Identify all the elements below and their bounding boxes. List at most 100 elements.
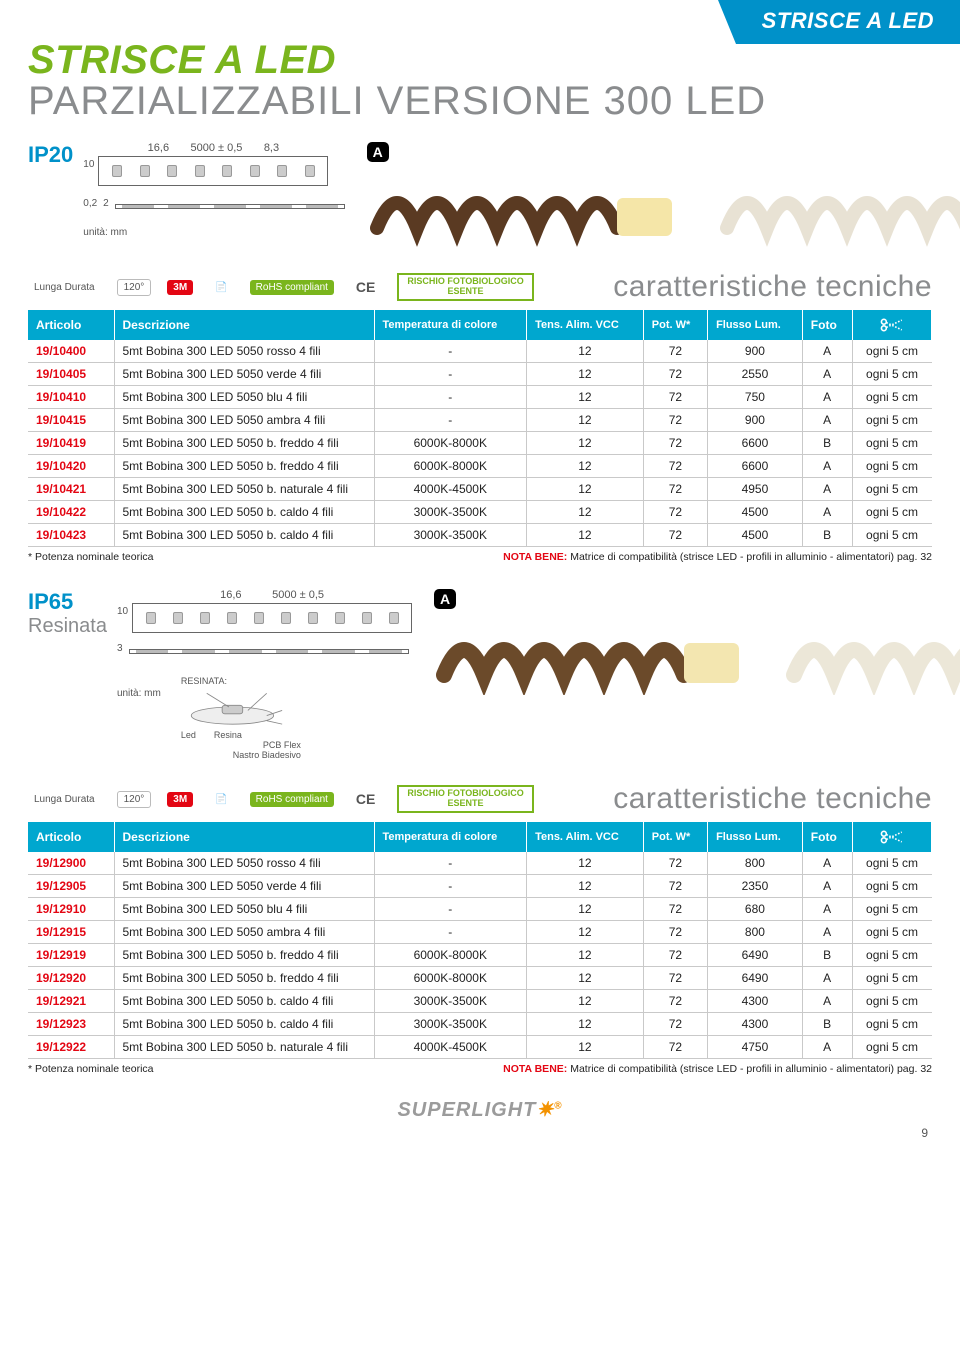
table-cell: 5mt Bobina 300 LED 5050 ambra 4 fili bbox=[114, 409, 374, 432]
table-cell: 19/12900 bbox=[28, 852, 114, 875]
under-bar-65 bbox=[129, 649, 409, 654]
table-cell: 5mt Bobina 300 LED 5050 b. caldo 4 fili bbox=[114, 990, 374, 1013]
table-cell: 72 bbox=[643, 524, 707, 547]
table-cell: B bbox=[802, 1013, 852, 1036]
strip-drawing bbox=[98, 156, 328, 186]
table-cell: ogni 5 cm bbox=[852, 944, 931, 967]
footnote-2: * Potenza nominale teorica NOTA BENE: Ma… bbox=[28, 1063, 932, 1075]
table-cell: ogni 5 cm bbox=[852, 524, 931, 547]
table-cell: ogni 5 cm bbox=[852, 409, 931, 432]
table-row: 19/129225mt Bobina 300 LED 5050 b. natur… bbox=[28, 1036, 932, 1059]
table-cell: 19/12910 bbox=[28, 898, 114, 921]
badge-ce-2: CE bbox=[350, 789, 381, 809]
ct-title-1: caratteristiche tecniche bbox=[613, 270, 932, 304]
table-cell: 72 bbox=[643, 944, 707, 967]
table-cell: 6490 bbox=[708, 944, 803, 967]
table-cell: 72 bbox=[643, 898, 707, 921]
badge-rohs: RoHS compliant bbox=[250, 280, 334, 295]
table-cell: 72 bbox=[643, 409, 707, 432]
table-row: 19/104215mt Bobina 300 LED 5050 b. natur… bbox=[28, 478, 932, 501]
table-cell: 680 bbox=[708, 898, 803, 921]
table-cell: 72 bbox=[643, 478, 707, 501]
table-cell: 19/12915 bbox=[28, 921, 114, 944]
dim-height: 10 bbox=[83, 159, 94, 170]
coil-image-a bbox=[367, 168, 677, 248]
table-cell: 12 bbox=[527, 1036, 644, 1059]
table-cell: 5mt Bobina 300 LED 5050 b. freddo 4 fili bbox=[114, 944, 374, 967]
table-header-row: ArticoloDescrizioneTemperatura di colore… bbox=[28, 822, 932, 852]
table-cell: 72 bbox=[643, 967, 707, 990]
coil65-a bbox=[434, 615, 744, 695]
table-cell: 6000K-8000K bbox=[374, 455, 527, 478]
col-header: Pot. W* bbox=[643, 310, 707, 340]
coil-image-b bbox=[717, 168, 960, 248]
table-row: 19/129155mt Bobina 300 LED 5050 ambra 4 … bbox=[28, 921, 932, 944]
table-cell: 72 bbox=[643, 432, 707, 455]
table-cell: 19/10420 bbox=[28, 455, 114, 478]
table-cell: 19/12921 bbox=[28, 990, 114, 1013]
dim-w2: 8,3 bbox=[264, 142, 279, 154]
table-cell: 72 bbox=[643, 1013, 707, 1036]
table-cell: 4300 bbox=[708, 1013, 803, 1036]
res-pcb: PCB Flex bbox=[181, 740, 301, 750]
table-cell: 12 bbox=[527, 852, 644, 875]
badge-durata: Lunga Durata bbox=[28, 280, 101, 295]
table-cell: 5mt Bobina 300 LED 5050 b. caldo 4 fili bbox=[114, 524, 374, 547]
table-cell: 72 bbox=[643, 921, 707, 944]
table-cell: 6000K-8000K bbox=[374, 967, 527, 990]
dim-w1: 16,6 bbox=[148, 142, 169, 154]
table-cell: 5mt Bobina 300 LED 5050 blu 4 fili bbox=[114, 898, 374, 921]
table-cell: ogni 5 cm bbox=[852, 501, 931, 524]
table-cell: 5mt Bobina 300 LED 5050 b. caldo 4 fili bbox=[114, 501, 374, 524]
table-cell: ogni 5 cm bbox=[852, 875, 931, 898]
strip65-drawing bbox=[132, 603, 412, 633]
col-header: Foto bbox=[802, 822, 852, 852]
table-cell: 6000K-8000K bbox=[374, 432, 527, 455]
footer-logo: SUPERLIGHT✷® bbox=[28, 1097, 932, 1122]
table-row: 19/104055mt Bobina 300 LED 5050 verde 4 … bbox=[28, 363, 932, 386]
table-cell: 12 bbox=[527, 944, 644, 967]
badge-durata-2: Lunga Durata bbox=[28, 792, 101, 807]
dim65-w1: 16,6 bbox=[220, 589, 241, 601]
col-header: Descrizione bbox=[114, 310, 374, 340]
table-cell: ogni 5 cm bbox=[852, 967, 931, 990]
badge-pdf: 📄 bbox=[209, 280, 233, 295]
col-header: Temperatura di colore bbox=[374, 822, 527, 852]
footnote-nb-2: NOTA BENE: Matrice di compatibilità (str… bbox=[503, 1063, 932, 1075]
table-cell: - bbox=[374, 409, 527, 432]
table-cell: 19/12919 bbox=[28, 944, 114, 967]
resinata-diagram: RESINATA: Led Resina bbox=[181, 676, 301, 760]
unit-note: unità: mm bbox=[83, 227, 344, 238]
table-cell: 19/10415 bbox=[28, 409, 114, 432]
col-header bbox=[852, 310, 931, 340]
table-cell: ogni 5 cm bbox=[852, 921, 931, 944]
table-cell: A bbox=[802, 990, 852, 1013]
badge-angle-2: 120° bbox=[117, 791, 152, 808]
table-cell: 6490 bbox=[708, 967, 803, 990]
table-cell: - bbox=[374, 386, 527, 409]
badge-rischio: RISCHIO FOTOBIOLOGICOESENTE bbox=[397, 273, 533, 301]
table-cell: A bbox=[802, 967, 852, 990]
label-a-2: A bbox=[434, 589, 456, 609]
table-cell: ogni 5 cm bbox=[852, 1036, 931, 1059]
table-cell: 12 bbox=[527, 967, 644, 990]
table-cell: 19/12922 bbox=[28, 1036, 114, 1059]
table-cell: A bbox=[802, 875, 852, 898]
col-header bbox=[852, 822, 931, 852]
table-cell: 72 bbox=[643, 501, 707, 524]
table-cell: A bbox=[802, 921, 852, 944]
table-cell: 72 bbox=[643, 340, 707, 363]
table-cell: 72 bbox=[643, 1036, 707, 1059]
dim-h3: 2 bbox=[103, 198, 109, 209]
dim65-len: 5000 ± 0,5 bbox=[272, 589, 324, 601]
table-cell: 19/10421 bbox=[28, 478, 114, 501]
table-cell: 5mt Bobina 300 LED 5050 rosso 4 fili bbox=[114, 852, 374, 875]
table-cell: 6600 bbox=[708, 432, 803, 455]
table-cell: 4000K-4500K bbox=[374, 1036, 527, 1059]
res-resina: Resina bbox=[214, 730, 242, 740]
badge-ce: CE bbox=[350, 277, 381, 297]
ip65-row: IP65 Resinata 10 16,6 5000 ± 0,5 bbox=[28, 589, 932, 760]
table-cell: A bbox=[802, 898, 852, 921]
table-cell: A bbox=[802, 852, 852, 875]
col-header: Articolo bbox=[28, 310, 114, 340]
